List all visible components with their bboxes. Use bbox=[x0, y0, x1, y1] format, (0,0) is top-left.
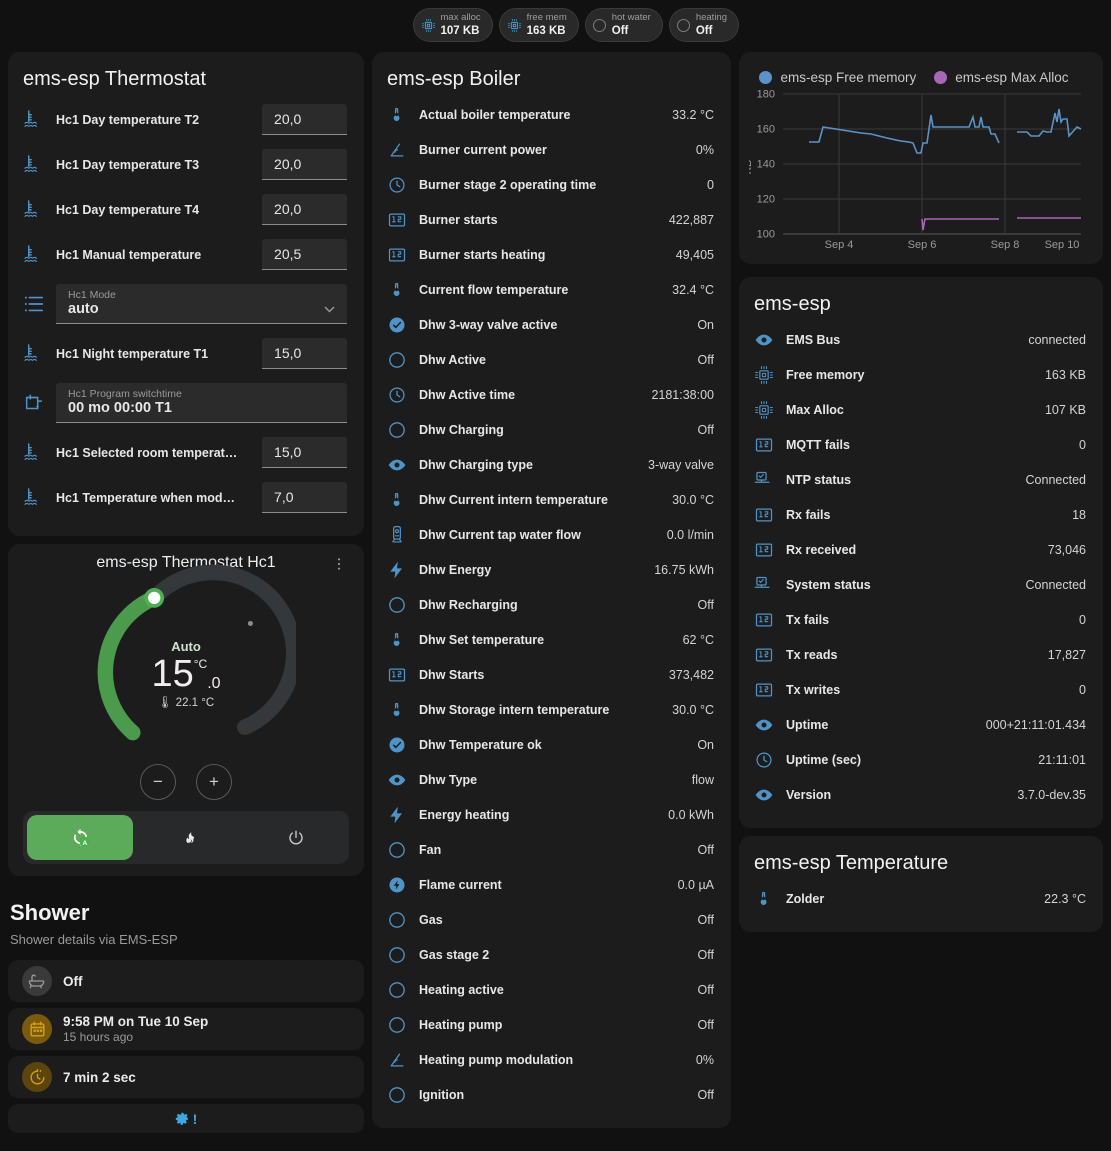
svg-text:A: A bbox=[82, 840, 87, 847]
svg-text:Sep 6: Sep 6 bbox=[908, 239, 937, 250]
svg-text:160: 160 bbox=[757, 124, 775, 136]
svg-text:Sep 8: Sep 8 bbox=[991, 239, 1020, 250]
svg-text:100: 100 bbox=[757, 229, 775, 241]
svg-text:120: 120 bbox=[757, 194, 775, 206]
svg-text:KB: KB bbox=[749, 160, 754, 175]
svg-text:Sep 10: Sep 10 bbox=[1045, 239, 1080, 250]
svg-text:180: 180 bbox=[757, 89, 775, 101]
svg-text:140: 140 bbox=[757, 159, 775, 171]
svg-text:Sep 4: Sep 4 bbox=[825, 239, 854, 250]
